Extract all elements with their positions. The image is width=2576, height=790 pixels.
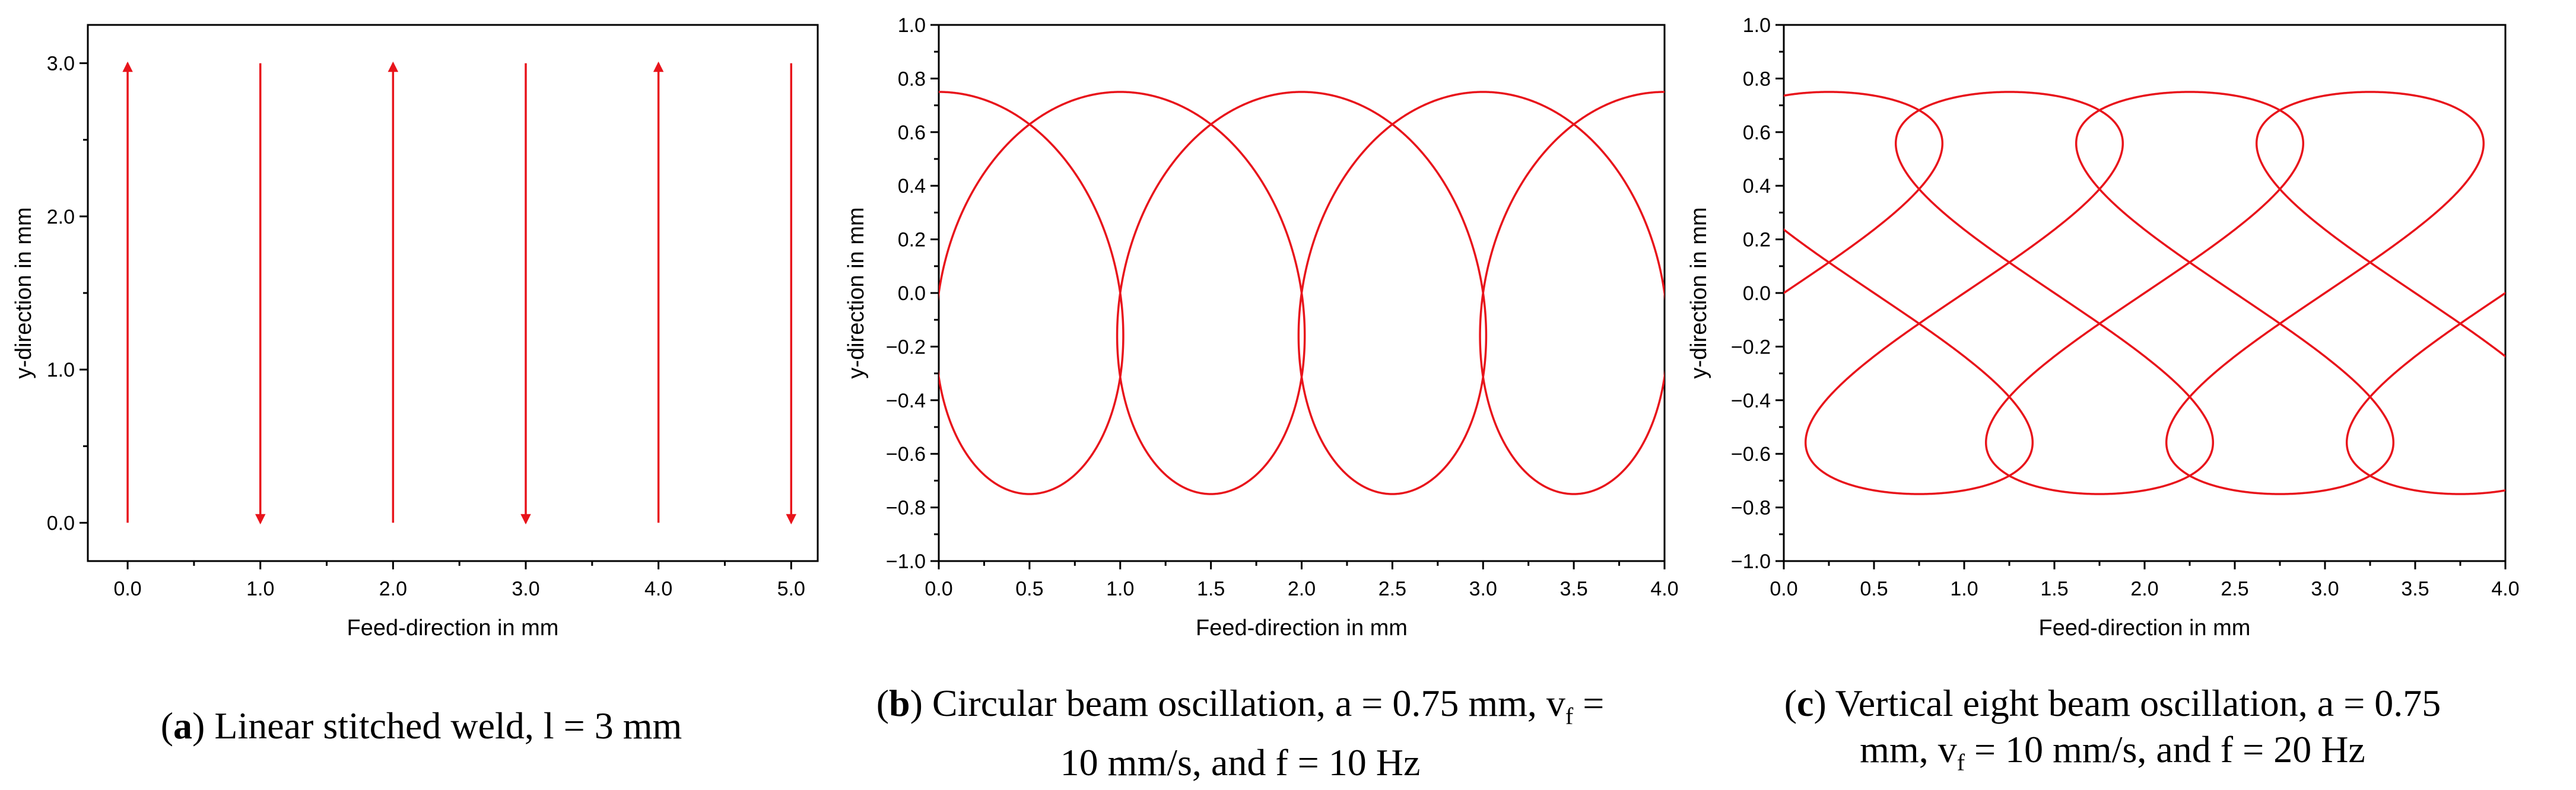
- x-tick-label-c: 2.0: [2130, 578, 2158, 600]
- y-tick-label-c: 0.6: [1743, 122, 1771, 144]
- x-tick-label-b: 3.0: [1469, 578, 1497, 600]
- caption-c-subscript: f: [1956, 748, 1965, 776]
- y-tick-label-b: 0.2: [898, 229, 926, 251]
- caption-a: (a) Linear stitched weld, l = 3 mm: [160, 705, 682, 747]
- y-tick-label-c: 1.0: [1743, 14, 1771, 37]
- caption-c-line2-pre: mm, v: [1860, 728, 1957, 770]
- x-tick-label-b: 0.0: [925, 578, 952, 600]
- caption-a-letter: a: [173, 705, 193, 747]
- caption-b-line1: Circular beam oscillation, a = 0.75 mm, …: [922, 682, 1565, 724]
- x-tick-label-c: 4.0: [2491, 578, 2519, 600]
- x-tick-label-c: 3.5: [2401, 578, 2429, 600]
- x-tick-label-c: 2.5: [2221, 578, 2248, 600]
- y-tick-label-c: −0.6: [1731, 443, 1771, 466]
- x-tick-label-a: 3.0: [512, 578, 539, 600]
- caption-b-subscript: f: [1565, 702, 1574, 730]
- x-tick-label-c: 3.0: [2311, 578, 2339, 600]
- chart-panel-b: 0.0 0.5 1.0 1.5 2.0 2.5 3.0 3.5 4.0 −1.0 −0.8 −0.6 −…: [844, 14, 1679, 641]
- caption-b-letter: b: [889, 682, 910, 724]
- y-tick-label-c: 0.2: [1743, 229, 1771, 251]
- x-tick-label-c: 0.0: [1770, 578, 1797, 600]
- x-tick-label-a: 0.0: [113, 578, 141, 600]
- chart-panel-a: 0.0 1.0 2.0 3.0 4.0 5.0 0.0 1.0 2.0 3.0 Feed-direc…: [11, 24, 819, 641]
- y-tick-label-a: 0.0: [47, 512, 75, 534]
- x-tick-label-c: 1.5: [2040, 578, 2068, 600]
- x-tick-label-c: 0.5: [1860, 578, 1888, 600]
- x-axis-title-a: Feed-direction in mm: [347, 616, 559, 641]
- y-tick-label-c: 0.4: [1743, 175, 1771, 198]
- y-tick-label-b: 0.6: [898, 122, 926, 144]
- x-tick-label-c: 1.0: [1950, 578, 1978, 600]
- y-tick-label-c: −1.0: [1731, 550, 1771, 573]
- x-tick-label-b: 1.0: [1106, 578, 1134, 600]
- y-tick-label-b: −0.8: [886, 497, 926, 520]
- x-axis-title-b: Feed-direction in mm: [1196, 616, 1408, 641]
- x-tick-label-b: 0.5: [1015, 578, 1043, 600]
- caption-b: (b) Circular beam oscillation, a = 0.75 …: [813, 680, 1667, 786]
- chart-panel-c: 0.0 0.5 1.0 1.5 2.0 2.5 3.0 3.5 4.0 −1.0 −0.8 −0.6 −…: [1686, 14, 2520, 641]
- x-tick-label-b: 3.5: [1559, 578, 1587, 600]
- caption-b-line2: 10 mm/s, and f = 10 Hz: [1060, 741, 1421, 783]
- caption-c-line1: Vertical eight beam oscillation, a = 0.7…: [1826, 682, 2441, 724]
- x-tick-label-a: 5.0: [777, 578, 805, 600]
- y-tick-label-c: 0.8: [1743, 68, 1771, 90]
- x-tick-label-b: 1.5: [1197, 578, 1225, 600]
- x-tick-label-a: 2.0: [379, 578, 407, 600]
- y-tick-label-c: 0.0: [1743, 282, 1771, 305]
- y-axis-title-c: y-direction in mm: [1686, 207, 1711, 378]
- caption-a-text: Linear stitched weld, l = 3 mm: [205, 705, 682, 747]
- vertical-eight-oscillation-trace: [1784, 91, 2505, 495]
- x-tick-label-a: 1.0: [246, 578, 274, 600]
- y-tick-label-b: −0.2: [886, 336, 926, 358]
- y-tick-label-c: −0.8: [1731, 497, 1771, 520]
- x-tick-label-b: 4.0: [1650, 578, 1678, 600]
- plot-frame-a: [87, 24, 819, 562]
- x-tick-label-a: 4.0: [644, 578, 672, 600]
- y-tick-label-b: −0.4: [886, 390, 926, 412]
- y-tick-label-a: 1.0: [47, 359, 75, 381]
- circular-oscillation-trace: [939, 91, 1665, 495]
- caption-c-line2-post: = 10 mm/s, and f = 20 Hz: [1965, 728, 2365, 770]
- y-tick-label-c: −0.2: [1731, 336, 1771, 358]
- y-tick-label-b: 1.0: [898, 14, 926, 37]
- x-tick-label-b: 2.5: [1378, 578, 1406, 600]
- x-tick-label-b: 2.0: [1288, 578, 1316, 600]
- y-tick-label-b: 0.0: [898, 282, 926, 305]
- y-tick-label-b: 0.8: [898, 68, 926, 90]
- y-tick-label-c: −0.4: [1731, 390, 1771, 412]
- y-tick-label-a: 2.0: [47, 206, 75, 228]
- y-tick-label-b: −0.6: [886, 443, 926, 466]
- y-tick-label-b: 0.4: [898, 175, 926, 198]
- x-axis-title-c: Feed-direction in mm: [2039, 616, 2251, 641]
- caption-b-line1-end: =: [1573, 682, 1605, 724]
- y-tick-label-a: 3.0: [47, 53, 75, 75]
- y-axis-title-b: y-direction in mm: [844, 207, 869, 378]
- caption-c: (c) Vertical eight beam oscillation, a =…: [1784, 682, 2441, 776]
- y-axis-title-a: y-direction in mm: [11, 207, 36, 378]
- caption-c-letter: c: [1797, 682, 1814, 724]
- y-tick-label-b: −1.0: [886, 550, 926, 573]
